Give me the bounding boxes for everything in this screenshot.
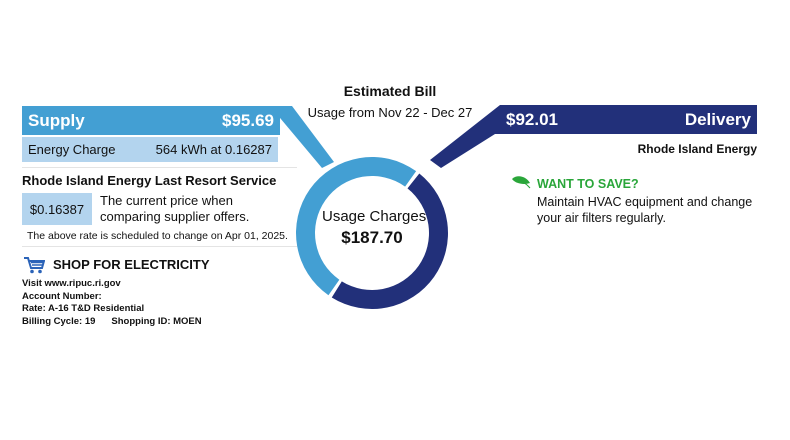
energy-charge-row: Energy Charge 564 kWh at 0.16287 (22, 137, 278, 162)
shop-details: Visit www.ripuc.ri.gov Account Number: R… (22, 278, 202, 328)
divider (22, 167, 297, 168)
shop-title: SHOP FOR ELECTRICITY (53, 257, 210, 272)
delivery-provider: Rhode Island Energy (637, 142, 757, 156)
supply-callout (270, 106, 334, 168)
billing-cycle: Billing Cycle: 19 (22, 315, 96, 327)
rate-note: The above rate is scheduled to change on… (27, 230, 288, 242)
price-description: The current price when comparing supplie… (100, 193, 249, 225)
cart-icon (24, 257, 45, 274)
delivery-amount: $92.01 (506, 109, 558, 129)
rate: Rate: A-16 T&D Residential (22, 303, 145, 314)
donut-center-value: $187.70 (341, 228, 403, 247)
delivery-callout (430, 105, 520, 168)
last-resort-title: Rhode Island Energy Last Resort Service (22, 173, 277, 188)
divider (22, 246, 297, 247)
donut-center-label: Usage Charges (322, 208, 427, 225)
save-tip-line1: Maintain HVAC equipment and change (537, 195, 753, 209)
shop-visit-link[interactable]: Visit www.ripuc.ri.gov (22, 278, 121, 289)
usage-period: Usage from Nov 22 - Dec 27 (307, 105, 473, 120)
energy-charge-label: Energy Charge (28, 142, 116, 157)
leaf-icon (512, 176, 531, 189)
save-title: WANT TO SAVE? (537, 177, 639, 191)
last-resort-price: $0.16387 (22, 193, 92, 225)
supply-header: Supply $95.69 (22, 106, 280, 135)
donut-segment-delivery[interactable] (331, 173, 449, 310)
delivery-header: $92.01 Delivery (500, 105, 757, 134)
energy-charge-value: 564 kWh at 0.16287 (155, 142, 272, 157)
account-number: Account Number: (22, 290, 102, 302)
save-tip-line2: your air filters regularly. (537, 211, 666, 225)
price-desc-line1: The current price when (100, 193, 233, 208)
shopping-id: Shopping ID: MOEN (111, 315, 202, 327)
donut-segment-supply[interactable] (295, 156, 417, 296)
save-tip: Maintain HVAC equipment and change your … (537, 194, 752, 226)
supply-amount: $95.69 (222, 110, 274, 130)
price-desc-line2: comparing supplier offers. (100, 209, 250, 224)
delivery-label: Delivery (684, 109, 751, 129)
supply-label: Supply (28, 110, 85, 130)
page-title: Estimated Bill (343, 83, 437, 99)
